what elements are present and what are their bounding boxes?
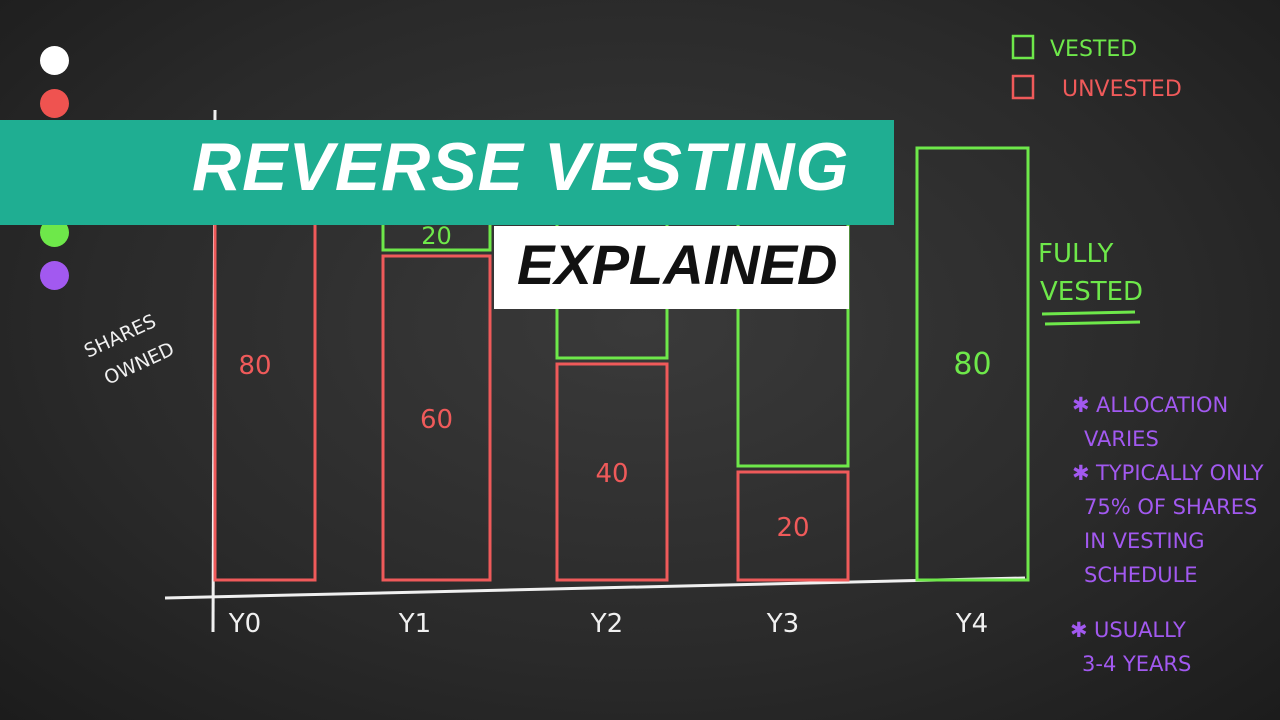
note-text: USUALLY: [1094, 618, 1186, 642]
underline: [1044, 320, 1141, 326]
note-text: VARIES: [1084, 427, 1159, 451]
note-text: SCHEDULE: [1084, 563, 1198, 587]
color-dot: [40, 46, 69, 75]
color-dot: [40, 261, 69, 290]
note-bullet-icon: ✱: [1070, 618, 1088, 642]
title-banner: [0, 120, 894, 225]
data-label-unvested: 80: [238, 351, 271, 381]
bar-vested: [915, 146, 1030, 582]
note-text: IN VESTING: [1084, 529, 1205, 553]
legend-vested: VESTED: [1050, 37, 1137, 62]
bar-unvested: [381, 254, 492, 582]
data-label-unvested: 20: [776, 513, 809, 543]
underline: [1041, 310, 1136, 316]
data-label-unvested: 40: [595, 459, 628, 489]
annotation-fully-vested: FULLY: [1038, 239, 1114, 269]
data-label-vested: 20: [421, 222, 452, 250]
note-text: ALLOCATION: [1096, 393, 1228, 417]
legend-unvested: UNVESTED: [1062, 77, 1182, 102]
x-tick-label: Y0: [228, 609, 261, 639]
x-axis: [164, 576, 1026, 600]
note-text: 75% OF SHARES: [1084, 495, 1257, 519]
note-text: TYPICALLY ONLY: [1095, 461, 1264, 485]
x-tick-label: Y2: [590, 609, 623, 639]
annotation-fully-vested: VESTED: [1040, 277, 1143, 307]
note-bullet-icon: ✱: [1072, 393, 1090, 417]
color-dot: [40, 89, 69, 118]
data-label-vested: 80: [953, 347, 991, 382]
bar-unvested: [555, 362, 669, 582]
x-tick-label: Y1: [398, 609, 431, 639]
note-bullet-icon: ✱: [1072, 461, 1090, 485]
subtitle-box: [494, 226, 849, 309]
legend-swatch-vested: [1011, 34, 1035, 60]
bar-unvested: [736, 470, 850, 582]
data-label-unvested: 60: [420, 405, 453, 435]
page-subtitle: EXPLAINED: [517, 233, 838, 296]
x-tick-label: Y3: [766, 609, 799, 639]
note-text: 3-4 YEARS: [1082, 652, 1191, 676]
x-tick-label: Y4: [955, 609, 988, 639]
legend-swatch-unvested: [1011, 74, 1035, 100]
page-title: REVERSE VESTING: [192, 129, 850, 205]
